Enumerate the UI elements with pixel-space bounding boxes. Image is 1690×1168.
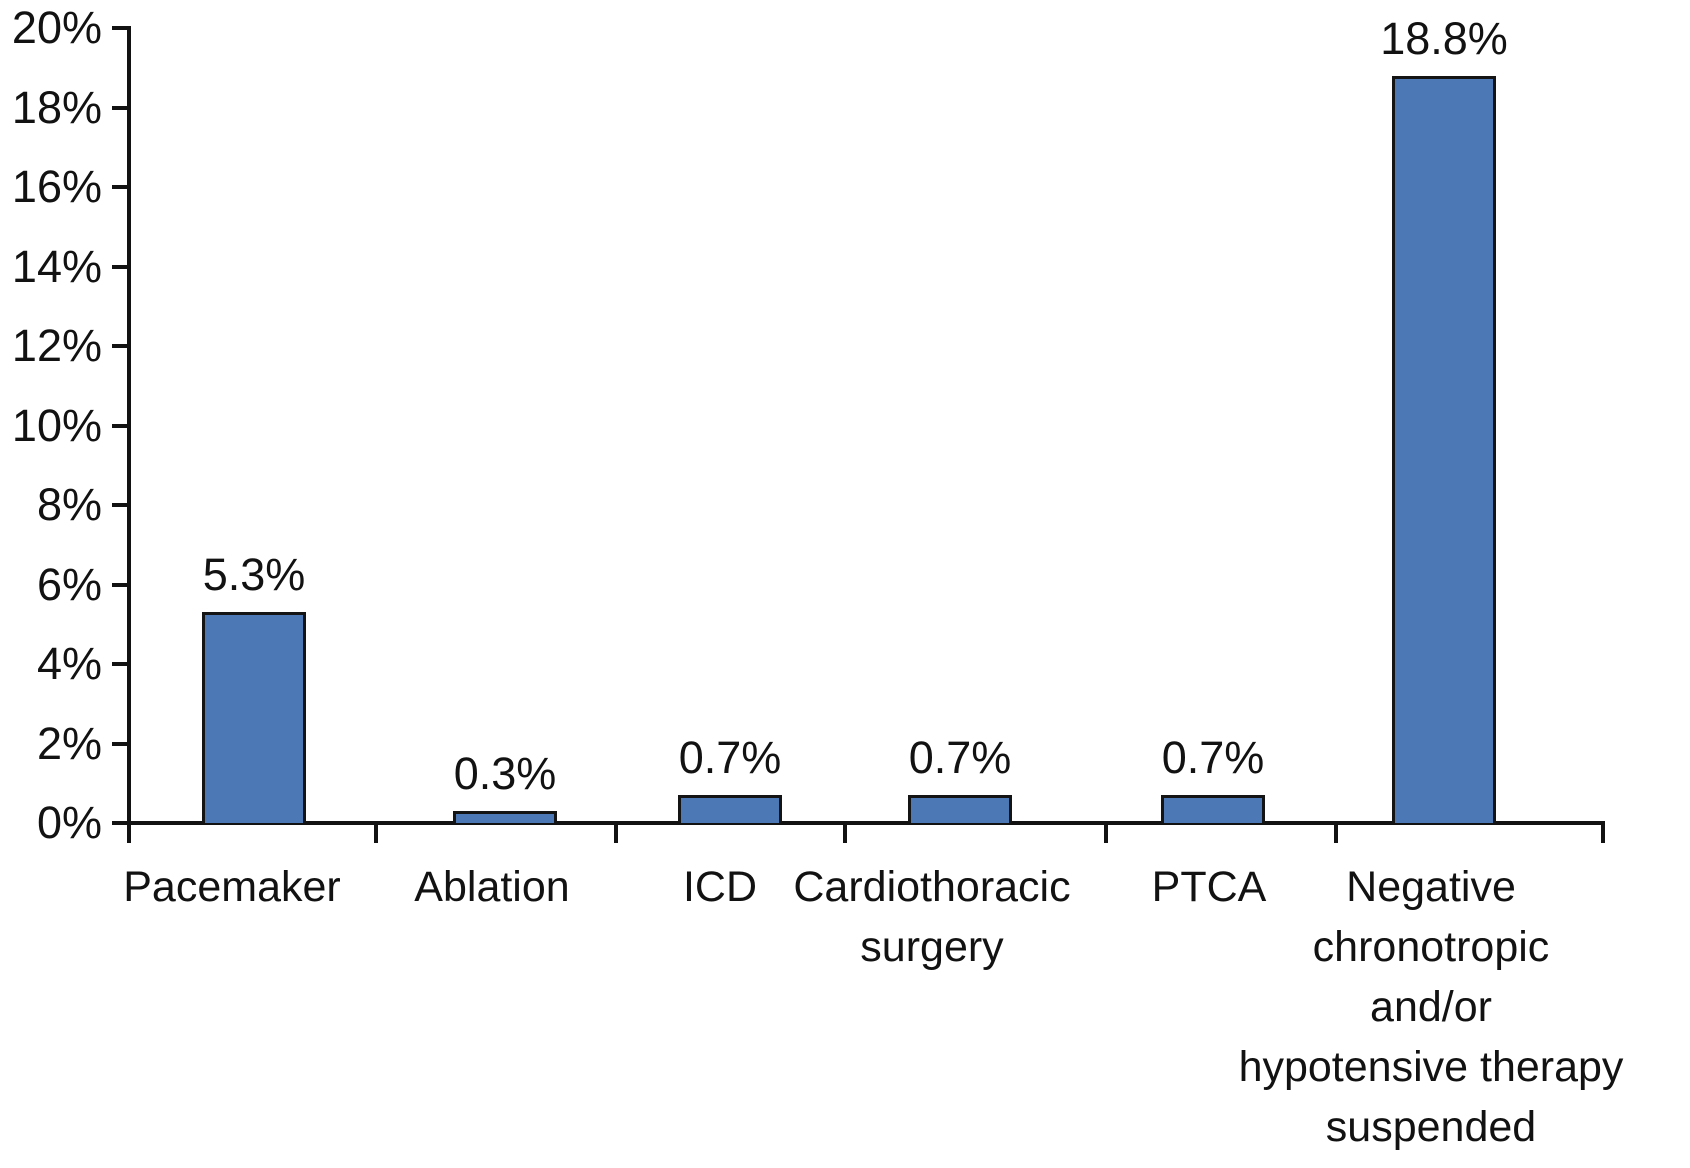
category-label-line: chronotropic	[1312, 923, 1550, 971]
y-axis-tick-label: 16%	[11, 161, 102, 212]
y-axis-tick-label: 20%	[11, 2, 102, 53]
bar	[678, 795, 782, 823]
category-label-line: Pacemaker	[123, 863, 341, 911]
bar-value-label: 18.8%	[1380, 13, 1508, 64]
y-axis-tick-label: 4%	[36, 638, 102, 689]
y-axis-tick-label: 8%	[36, 479, 102, 530]
y-axis-tick	[112, 185, 131, 189]
bar-value-label: 0.7%	[1161, 732, 1265, 783]
y-axis-tick	[112, 741, 131, 746]
x-axis-tick	[843, 823, 847, 843]
category-label-line: Negative	[1346, 863, 1516, 911]
category-label: Ablation	[182, 857, 802, 917]
category-label: PTCA	[899, 857, 1519, 917]
x-axis-tick	[614, 823, 618, 843]
category-label-line: Ablation	[414, 863, 570, 911]
bar	[1392, 76, 1496, 823]
bar	[1161, 795, 1265, 823]
bar	[908, 795, 1012, 823]
y-axis-tick	[112, 264, 131, 269]
category-label-line: suspended	[1325, 1103, 1537, 1151]
y-axis-tick-label: 6%	[36, 558, 102, 610]
y-axis-tick	[112, 26, 131, 30]
bar-value-label: 0.3%	[453, 748, 557, 799]
y-axis-tick	[112, 503, 131, 507]
y-axis-tick-label: 0%	[36, 797, 102, 848]
bar-value-label: 0.7%	[678, 732, 782, 783]
bar-value-label: 5.3%	[202, 549, 306, 600]
x-axis-line	[127, 821, 1605, 825]
y-axis-tick	[112, 821, 131, 825]
category-label: ICD	[410, 857, 1030, 917]
category-label-line: Cardiothoracic	[793, 863, 1071, 911]
x-axis-tick	[1601, 823, 1605, 843]
y-axis-tick-label: 2%	[36, 717, 102, 769]
category-label-line: hypotensive therapy	[1238, 1043, 1624, 1091]
y-axis-tick	[112, 105, 131, 110]
category-label: Cardiothoracic surgery	[622, 857, 1242, 977]
x-axis-tick	[374, 823, 378, 843]
x-axis-tick	[1334, 823, 1338, 843]
category-label-line: and/or	[1370, 983, 1492, 1031]
bar	[202, 612, 306, 823]
category-label-line: surgery	[860, 923, 1004, 971]
y-axis-tick	[112, 582, 131, 587]
y-axis-tick-label: 18%	[11, 81, 102, 133]
x-axis-tick	[1104, 823, 1108, 843]
y-axis-tick-label: 14%	[11, 240, 102, 292]
y-axis-tick	[112, 423, 131, 428]
y-axis-tick	[112, 662, 131, 666]
bar	[453, 811, 557, 823]
category-label-line: ICD	[682, 863, 758, 911]
y-axis-line	[127, 26, 131, 843]
category-label: Pacemaker	[0, 857, 542, 917]
y-axis-tick	[112, 344, 131, 348]
bar-value-label: 0.7%	[908, 732, 1012, 783]
category-label-line: PTCA	[1151, 863, 1267, 911]
y-axis-tick-label: 10%	[11, 399, 102, 451]
y-axis-tick-label: 12%	[11, 320, 102, 371]
category-label: Negative chronotropic and/or hypotensive th…	[1121, 857, 1690, 1157]
